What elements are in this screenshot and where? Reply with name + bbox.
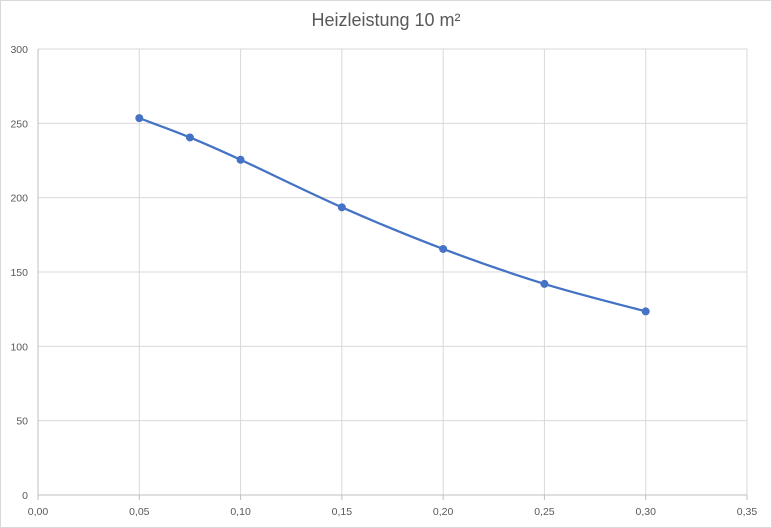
data-point bbox=[185, 133, 194, 142]
y-tick-label: 50 bbox=[16, 416, 28, 428]
data-point bbox=[540, 279, 549, 288]
x-tick-label: 0,25 bbox=[534, 506, 555, 518]
gridlines bbox=[38, 48, 748, 495]
y-tick-label: 300 bbox=[10, 44, 28, 56]
chart-title: Heizleistung 10 m² bbox=[311, 10, 461, 30]
x-tick-label: 0,30 bbox=[635, 506, 656, 518]
y-tick-label: 100 bbox=[10, 341, 28, 353]
x-tick-label: 0,15 bbox=[332, 506, 353, 518]
y-tick-label: 250 bbox=[10, 118, 28, 130]
y-tick-label: 200 bbox=[10, 193, 28, 205]
y-tick-label: 0 bbox=[22, 490, 28, 502]
series-line bbox=[138, 117, 647, 313]
axes bbox=[37, 49, 748, 500]
x-tick-label: 0,35 bbox=[737, 506, 758, 518]
data-point bbox=[641, 307, 650, 316]
data-point bbox=[337, 203, 346, 212]
x-tick-label: 0,00 bbox=[28, 506, 49, 518]
series-group bbox=[135, 114, 650, 316]
x-tick-label: 0,10 bbox=[230, 506, 251, 518]
x-tick-label: 0,20 bbox=[433, 506, 454, 518]
x-tick-labels: 0,00 0,05 0,10 0,15 0,20 0,25 0,30 0,35 bbox=[28, 506, 758, 518]
data-point bbox=[135, 114, 144, 123]
y-tick-labels: 0 50 100 150 200 250 300 bbox=[10, 44, 28, 502]
x-tick-label: 0,05 bbox=[129, 506, 150, 518]
data-point bbox=[236, 155, 245, 164]
data-point bbox=[439, 244, 448, 253]
y-tick-label: 150 bbox=[10, 267, 28, 279]
